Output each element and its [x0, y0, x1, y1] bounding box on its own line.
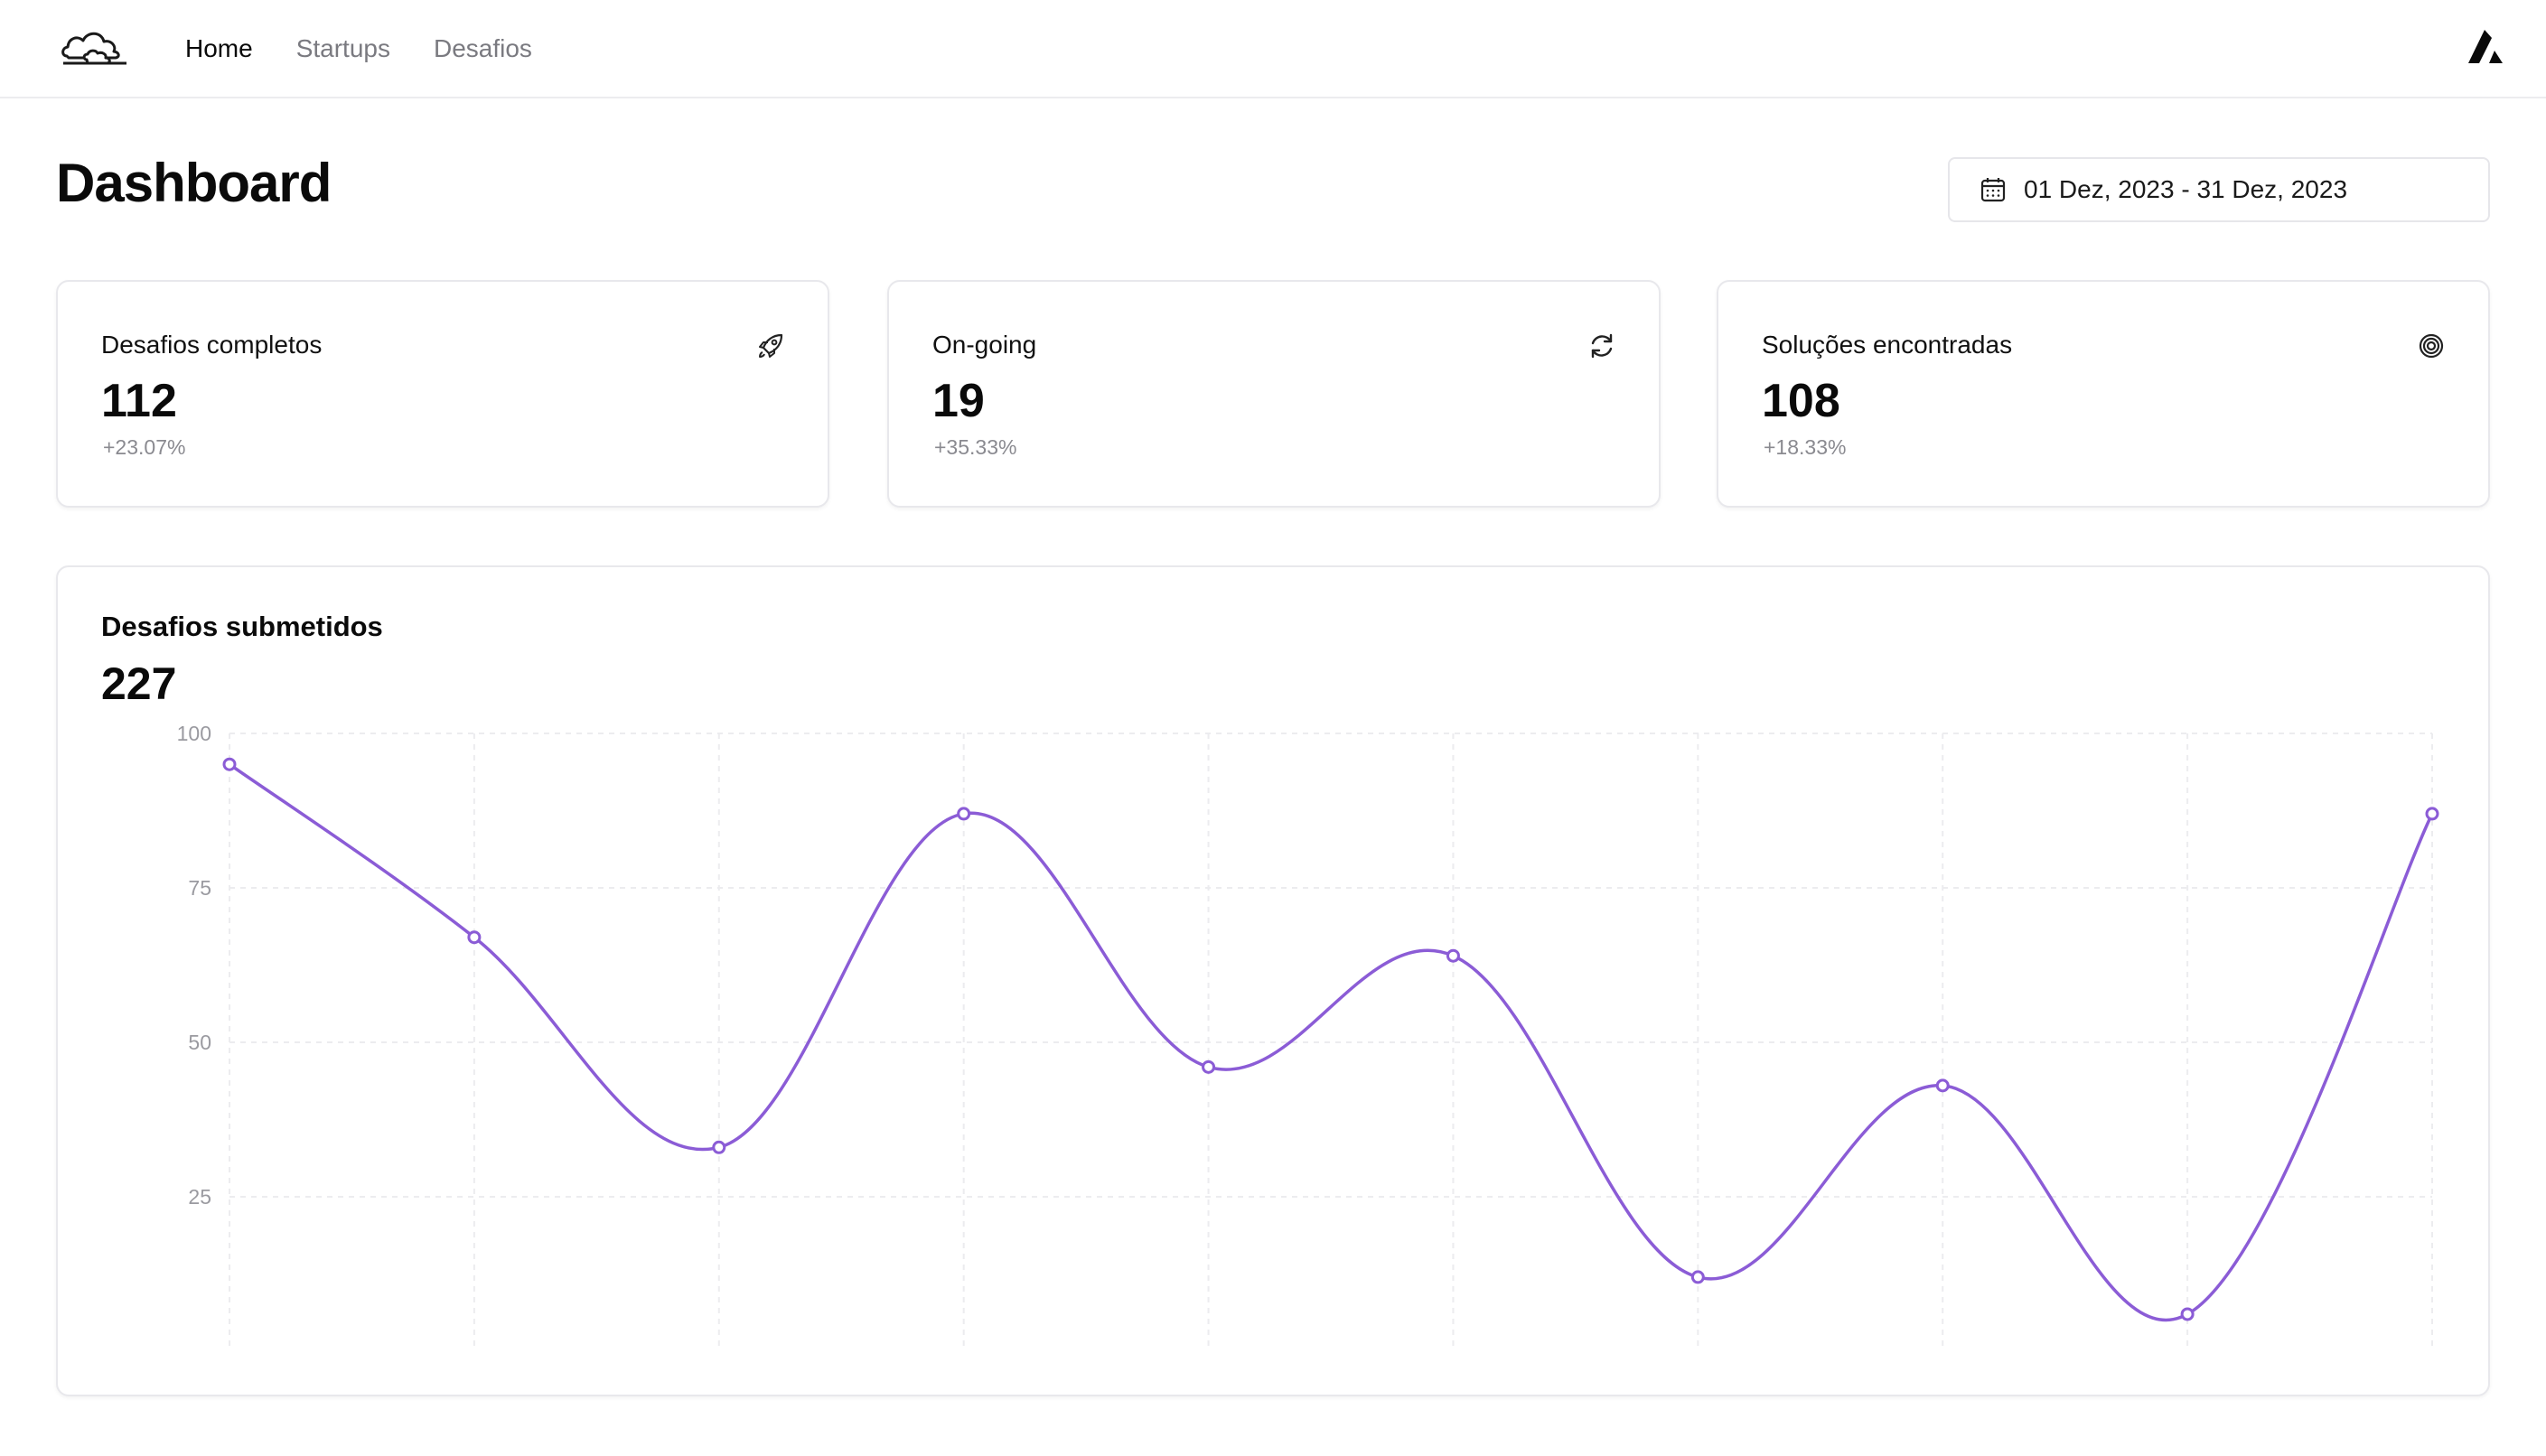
stat-value: 19 — [932, 375, 985, 427]
y-axis-ticks: 25 50 75 100 — [177, 722, 211, 1209]
stat-delta: +23.07% — [103, 435, 186, 459]
y-tick-label: 100 — [177, 722, 211, 745]
refresh-icon — [1591, 333, 1613, 359]
date-range-picker[interactable]: 01 Dez, 2023 - 31 Dez, 2023 — [1948, 157, 2490, 222]
stat-value: 112 — [101, 375, 177, 427]
y-tick-label: 50 — [188, 1031, 211, 1054]
submitted-challenges-chart-card: Desafios submetidos 227 25 50 75 100 — [56, 565, 2490, 1396]
nav-home[interactable]: Home — [185, 33, 253, 62]
brand-triangle-icon[interactable] — [2465, 27, 2506, 69]
series-points — [222, 757, 2439, 1321]
data-point[interactable] — [1935, 1078, 1950, 1093]
page-title: Dashboard — [56, 153, 332, 213]
y-tick-label: 75 — [188, 876, 211, 900]
calendar-icon — [1980, 178, 2006, 202]
stat-card-completed: Desafios completos 112 +23.07% — [56, 280, 829, 508]
nav-desafios[interactable]: Desafios — [433, 33, 532, 62]
stat-value: 108 — [1762, 375, 1840, 427]
data-point[interactable] — [1690, 1270, 1705, 1284]
data-point[interactable] — [1202, 1059, 1216, 1074]
target-icon — [2419, 333, 2444, 359]
data-point[interactable] — [1446, 948, 1460, 963]
data-point[interactable] — [467, 930, 482, 945]
stat-delta: +18.33% — [1764, 435, 1847, 459]
series-line — [228, 762, 2434, 1322]
line-chart: 25 50 75 100 — [177, 722, 2439, 1351]
stat-label: On-going — [932, 331, 1037, 359]
cloud-logo-icon[interactable] — [60, 23, 130, 69]
chart-title: Desafios submetidos — [101, 611, 383, 642]
top-navbar: Home Startups Desafios — [0, 0, 2546, 98]
main-nav: Home Startups Desafios — [185, 0, 532, 97]
stat-delta: +35.33% — [934, 435, 1017, 459]
data-point[interactable] — [2180, 1307, 2195, 1321]
date-range-text: 01 Dez, 2023 - 31 Dez, 2023 — [2024, 175, 2348, 203]
data-point[interactable] — [2425, 807, 2439, 821]
data-point[interactable] — [712, 1140, 726, 1154]
y-tick-label: 25 — [188, 1185, 211, 1209]
stat-card-solutions: Soluções encontradas 108 +18.33% — [1717, 280, 2490, 508]
data-point[interactable] — [957, 807, 971, 821]
chart-total: 227 — [101, 658, 177, 709]
stat-card-ongoing: On-going 19 +35.33% — [887, 280, 1661, 508]
chart-grid — [229, 733, 2433, 1351]
stat-label: Desafios completos — [101, 331, 323, 359]
nav-startups[interactable]: Startups — [295, 33, 390, 62]
stat-label: Soluções encontradas — [1762, 331, 2013, 359]
rocket-icon — [759, 333, 783, 358]
data-point[interactable] — [222, 757, 237, 771]
